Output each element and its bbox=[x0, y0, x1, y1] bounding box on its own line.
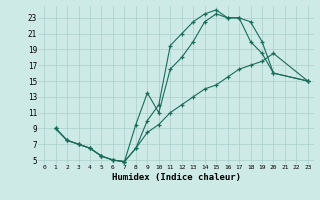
X-axis label: Humidex (Indice chaleur): Humidex (Indice chaleur) bbox=[111, 173, 241, 182]
